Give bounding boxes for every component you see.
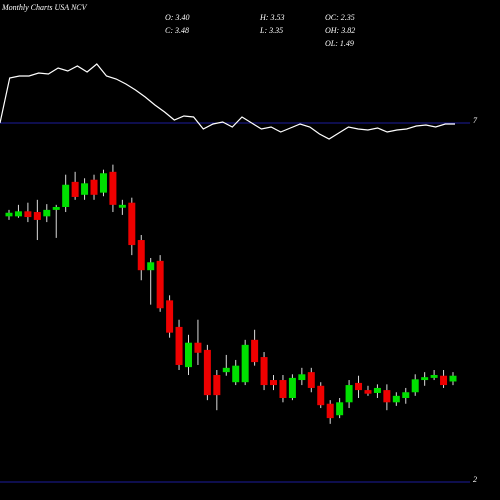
candle-body	[449, 375, 457, 382]
reference-label: 2	[473, 475, 477, 484]
indicator-line	[0, 63, 455, 140]
candle-body	[270, 380, 278, 386]
reference-label: 7	[473, 116, 478, 125]
candle-body	[175, 326, 183, 365]
candle-body	[166, 300, 174, 333]
candle-body	[52, 207, 60, 210]
candle-body	[203, 349, 211, 396]
candle-body	[298, 374, 306, 381]
candle-body	[336, 402, 344, 416]
candle-body	[383, 390, 391, 403]
candle-body	[137, 240, 145, 271]
candle-body	[99, 173, 107, 193]
candle-body	[251, 339, 259, 363]
candle-body	[222, 367, 230, 373]
candle-body	[260, 357, 268, 386]
stat-label: H: 3.53	[259, 13, 284, 22]
candle-body	[128, 202, 136, 246]
candle-body	[184, 342, 192, 368]
candle-body	[5, 212, 13, 217]
stat-label: L: 3.35	[259, 26, 283, 35]
candle-body	[71, 181, 79, 197]
candle-body	[440, 375, 448, 386]
candle-body	[62, 184, 70, 208]
candle-body	[279, 380, 287, 398]
candle-body	[33, 212, 41, 220]
chart-title: Monthly Charts USA NCV	[1, 3, 88, 12]
candle-body	[307, 372, 315, 388]
candle-body	[109, 171, 117, 205]
candle-body	[24, 211, 32, 218]
candle-body	[118, 204, 126, 208]
candle-body	[345, 385, 353, 403]
candle-body	[194, 342, 202, 353]
candle-body	[232, 365, 240, 383]
candle-body	[430, 375, 438, 378]
candle-body	[411, 379, 419, 393]
candle-body	[373, 387, 381, 393]
candle-body	[147, 262, 155, 271]
candle-body	[90, 179, 98, 195]
stat-label: C: 3.48	[165, 26, 189, 35]
candle-body	[402, 392, 410, 398]
candle-body	[156, 260, 164, 309]
candle-body	[14, 211, 22, 217]
candle-body	[241, 344, 249, 383]
candle-body	[326, 403, 334, 419]
candle-body	[364, 390, 372, 394]
candle-body	[213, 375, 221, 396]
stat-label: OC: 2.35	[325, 13, 355, 22]
candle-body	[421, 377, 429, 381]
candle-body	[392, 395, 400, 403]
candle-body	[288, 377, 296, 398]
candle-body	[43, 209, 51, 217]
candle-body	[81, 183, 89, 195]
candle-body	[355, 382, 363, 391]
candle-body	[317, 385, 325, 406]
stat-label: OL: 1.49	[325, 39, 354, 48]
stat-label: OH: 3.82	[325, 26, 355, 35]
stat-label: O: 3.40	[165, 13, 189, 22]
